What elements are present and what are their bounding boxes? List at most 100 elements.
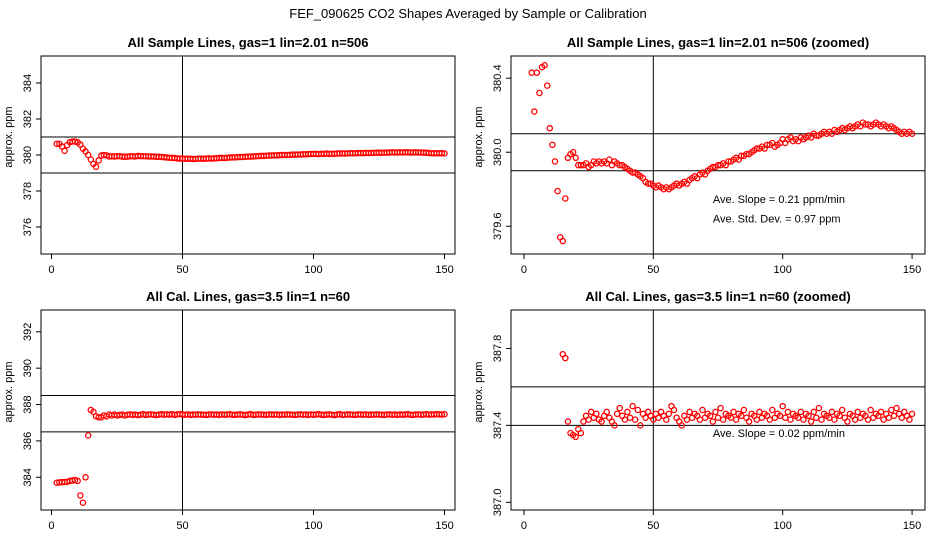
data-point (854, 408, 861, 416)
data-point (541, 62, 548, 69)
y-tick-label: 380 (22, 146, 34, 164)
y-axis-label: approx. ppm (473, 361, 485, 422)
chart-title: All Cal. Lines, gas=3.5 lin=1 n=60 (146, 289, 350, 304)
data-point (706, 412, 714, 420)
data-point (805, 412, 812, 420)
data-point (637, 422, 644, 429)
plot-frame (510, 55, 926, 255)
data-point (893, 404, 900, 412)
data-point (906, 416, 913, 423)
data-point (549, 141, 556, 149)
y-tick-label: 387.0 (492, 489, 504, 517)
data-point (867, 406, 874, 414)
x-tick-label: 50 (176, 520, 188, 532)
data-point (585, 416, 592, 423)
data-point (864, 416, 872, 423)
data-point (686, 408, 693, 416)
x-tick-label: 0 (48, 520, 54, 532)
chart-panel-cal-lines: All Cal. Lines, gas=3.5 lin=1 n=60 0 50 100… (3, 289, 456, 532)
data-points (559, 350, 916, 441)
data-point (546, 124, 554, 132)
data-point (79, 499, 87, 506)
y-tick-label: 390 (22, 359, 34, 377)
data-point (61, 147, 68, 155)
data-point (593, 410, 600, 418)
data-point (745, 418, 753, 425)
data-point (719, 416, 727, 423)
data-point (613, 410, 621, 418)
data-point (888, 406, 895, 414)
y-axis-label: approx. ppm (3, 106, 15, 167)
data-point (569, 148, 577, 156)
chart-title: All Cal. Lines, gas=3.5 lin=1 n=60 (zoom… (585, 289, 851, 304)
data-point (90, 408, 97, 416)
y-tick-label: 382 (22, 110, 34, 128)
data-point (670, 406, 678, 414)
data-point (572, 433, 579, 441)
y-tick-label: 386 (22, 432, 34, 450)
data-point (730, 408, 737, 416)
data-point (712, 408, 719, 416)
y-tick-label: 384 (22, 74, 34, 92)
data-point (885, 414, 893, 421)
data-point (616, 404, 623, 412)
data-point (782, 414, 789, 421)
chart-title: All Sample Lines, gas=1 lin=2.01 n=506 (… (567, 35, 869, 50)
data-point (562, 195, 569, 202)
annotation-text: Ave. Slope = 0.21 ppm/min (713, 194, 845, 206)
data-point (655, 414, 662, 421)
data-point (624, 408, 631, 416)
data-point (626, 414, 634, 421)
data-point (683, 416, 691, 423)
data-point (696, 416, 704, 423)
x-tick-label: 50 (176, 264, 188, 276)
data-point (621, 416, 629, 423)
x-tick-label: 150 (435, 264, 453, 276)
data-point (82, 474, 89, 481)
chart-panel-sample-lines: All Sample Lines, gas=1 lin=2.01 n=506 0 5… (3, 35, 456, 276)
data-point (753, 416, 761, 423)
data-point (663, 416, 670, 423)
data-point (634, 406, 642, 414)
data-point (74, 477, 81, 485)
y-tick-label: 387.4 (492, 412, 504, 440)
data-point (810, 408, 817, 416)
data-point (551, 158, 559, 165)
y-tick-label: 392 (22, 323, 34, 341)
data-point (95, 157, 102, 164)
data-point (629, 402, 636, 410)
data-point (84, 432, 92, 439)
data-point (815, 404, 823, 412)
y-tick-label: 384 (22, 468, 34, 486)
x-tick-label: 150 (435, 520, 453, 532)
plot-frame (510, 309, 926, 511)
y-tick-label: 380.4 (492, 64, 504, 92)
x-tick-label: 100 (774, 520, 792, 532)
data-point (577, 429, 585, 437)
x-tick-label: 0 (521, 520, 527, 532)
y-tick-label: 387.8 (492, 335, 504, 363)
data-point (717, 404, 724, 412)
data-point (787, 416, 794, 423)
data-point (603, 408, 610, 416)
data-point (797, 408, 805, 416)
data-point (528, 69, 535, 76)
x-tick-label: 100 (304, 264, 322, 276)
x-tick-label: 0 (521, 264, 527, 276)
data-point (438, 411, 446, 418)
data-point (769, 406, 776, 414)
data-point (53, 140, 60, 148)
data-point (807, 418, 815, 425)
data-point (732, 416, 740, 423)
data-point (699, 406, 706, 414)
data-point (880, 416, 887, 423)
data-point (438, 149, 446, 157)
data-point (838, 406, 846, 414)
data-point (800, 416, 807, 423)
data-point (536, 89, 543, 97)
x-tick-label: 0 (48, 264, 54, 276)
data-points (528, 62, 916, 245)
data-point (642, 414, 649, 421)
data-point (543, 82, 551, 89)
